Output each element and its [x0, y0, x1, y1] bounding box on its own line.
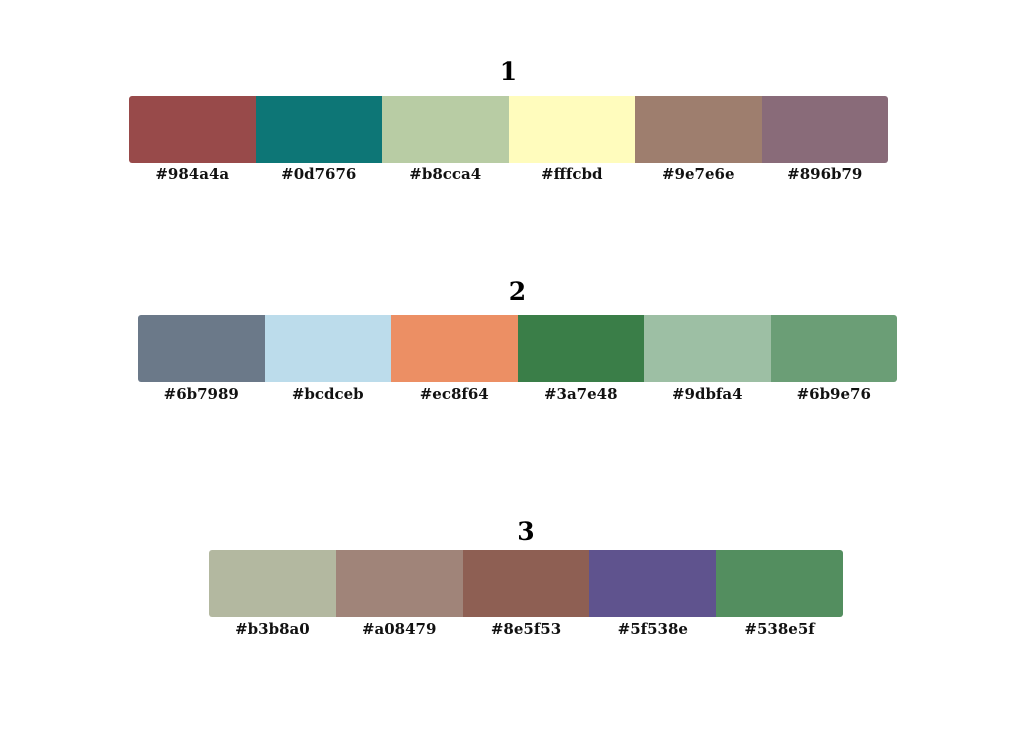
palette-1: 1 #984a4a #0d7676 #b8cca4 #fffcbd #9e7e6…: [129, 57, 888, 187]
color-swatch: [761, 96, 888, 163]
color-swatch: [335, 550, 463, 617]
swatch-labels: #b3b8a0 #a08479 #8e5f53 #5f538e #538e5f: [209, 622, 843, 637]
swatch-hex-label: #6b7989: [163, 385, 239, 403]
color-swatch: [391, 315, 518, 382]
color-swatch: [382, 96, 509, 163]
color-swatch: [644, 315, 771, 382]
palette-title: 2: [508, 277, 527, 306]
swatch-hex-label: #984a4a: [155, 165, 230, 183]
color-swatch: [255, 96, 382, 163]
swatch-hex-label: #9e7e6e: [661, 165, 735, 183]
color-swatch: [635, 96, 762, 163]
swatch-hex-label: #b8cca4: [409, 165, 482, 183]
swatch-hex-label: #9dbfa4: [671, 385, 743, 403]
palette-3: 3 #b3b8a0 #a08479 #8e5f53 #5f538e #538e5…: [209, 517, 843, 647]
palette-2: 2 #6b7989 #bcdceb #ec8f64 #3a7e48 #9dbfa…: [138, 277, 897, 407]
swatch-hex-label: #3a7e48: [543, 385, 618, 403]
swatch-hex-label: #6b9e76: [796, 385, 871, 403]
color-swatch: [508, 96, 635, 163]
swatch-bar: [129, 96, 888, 163]
swatch-hex-label: #ec8f64: [419, 385, 489, 403]
palette-title: 1: [499, 57, 518, 86]
swatch-hex-label: #5f538e: [617, 620, 688, 638]
color-swatch: [770, 315, 897, 382]
color-swatch: [716, 550, 843, 617]
swatch-hex-label: #8e5f53: [490, 620, 562, 638]
palette-title: 3: [517, 517, 535, 546]
color-swatch: [129, 96, 256, 163]
color-swatch: [517, 315, 644, 382]
swatch-hex-label: #a08479: [361, 620, 437, 638]
swatch-labels: #984a4a #0d7676 #b8cca4 #fffcbd #9e7e6e …: [129, 167, 888, 182]
color-swatch: [264, 315, 391, 382]
swatch-bar: [209, 550, 843, 617]
swatch-hex-label: #896b79: [787, 165, 863, 183]
swatch-hex-label: #0d7676: [281, 165, 357, 183]
swatch-labels: #6b7989 #bcdceb #ec8f64 #3a7e48 #9dbfa4 …: [138, 387, 897, 402]
swatch-hex-label: #fffcbd: [541, 165, 603, 183]
swatch-hex-label: #bcdceb: [291, 385, 364, 403]
color-swatch: [462, 550, 590, 617]
swatch-hex-label: #b3b8a0: [235, 620, 310, 638]
color-swatch: [138, 315, 265, 382]
color-swatch: [589, 550, 717, 617]
color-swatch: [209, 550, 336, 617]
swatch-bar: [138, 315, 897, 382]
swatch-hex-label: #538e5f: [744, 620, 815, 638]
